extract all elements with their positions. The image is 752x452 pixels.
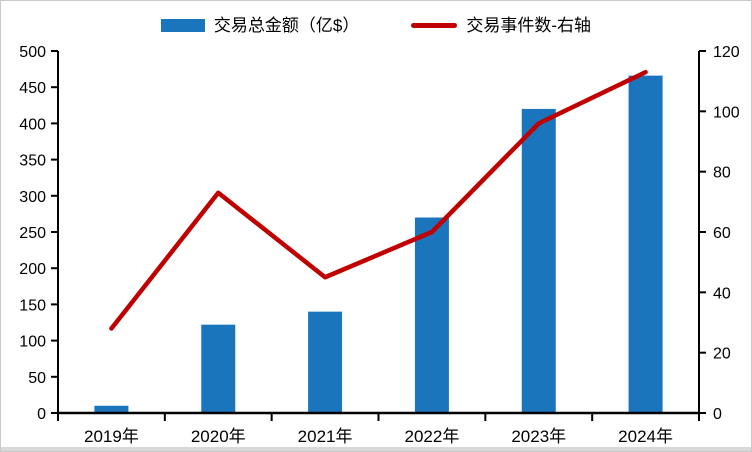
left-axis-tick-label: 450: [19, 80, 46, 97]
bar-2023年: [521, 108, 556, 414]
bar-series-legend-label: 交易总金额（亿$）: [213, 16, 360, 35]
bar-2020年: [201, 324, 236, 413]
bar-2024年: [628, 75, 663, 413]
right-axis-tick-label: 40: [713, 285, 731, 302]
left-axis-tick-label: 0: [37, 406, 46, 423]
x-axis-category-label: 2021年: [298, 427, 353, 446]
left-axis-tick-label: 400: [19, 116, 46, 133]
x-axis-category-label: 2023年: [511, 427, 566, 446]
chart-legend: 交易总金额（亿$） 交易事件数-右轴: [1, 17, 751, 34]
bar-2022年: [414, 217, 449, 413]
x-axis-category-label: 2020年: [191, 427, 246, 446]
left-axis-tick-label: 350: [19, 153, 46, 170]
left-axis-tick-label: 200: [19, 261, 46, 278]
bar-2021年: [308, 311, 343, 413]
bar-series-swatch-icon: [160, 19, 205, 32]
x-axis-category-label: 2024年: [618, 427, 673, 446]
left-axis-tick-label: 150: [19, 297, 46, 314]
right-axis-tick-label: 60: [713, 225, 731, 242]
left-axis-tick-label: 250: [19, 225, 46, 242]
line-series-path: [109, 69, 648, 331]
line-series-legend-label: 交易事件数-右轴: [466, 16, 592, 35]
x-axis-category-label: 2019年: [84, 427, 139, 446]
window-bottom-edge: [1, 447, 751, 451]
x-axis-category-label: 2022年: [405, 427, 460, 446]
left-axis-tick-label: 300: [19, 189, 46, 206]
bar-2019年: [94, 405, 129, 413]
right-axis-tick-label: 100: [713, 104, 740, 121]
right-axis-tick-label: 120: [713, 44, 740, 61]
right-axis-tick-label: 20: [713, 346, 731, 363]
left-axis-tick-label: 100: [19, 334, 46, 351]
legend-item-line-series: 交易事件数-右轴: [411, 17, 591, 34]
right-axis-tick-label: 80: [713, 165, 731, 182]
legend-item-bar-series: 交易总金额（亿$）: [160, 16, 360, 35]
left-axis-tick-label: 50: [28, 370, 46, 387]
right-axis-tick-label: 0: [713, 406, 722, 423]
left-axis-tick-label: 500: [19, 44, 46, 61]
line-series-swatch-icon: [411, 23, 458, 28]
